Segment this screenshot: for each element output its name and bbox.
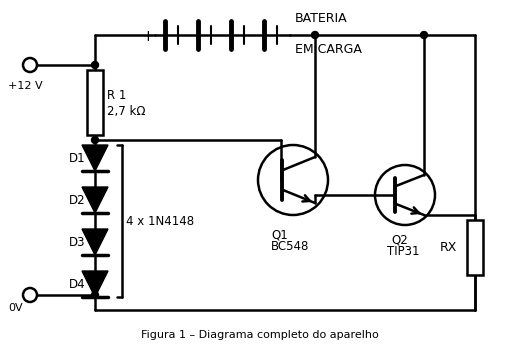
Polygon shape <box>82 271 108 297</box>
Text: +12 V: +12 V <box>8 81 43 91</box>
Text: Q1: Q1 <box>271 228 288 241</box>
Text: 2,7 kΩ: 2,7 kΩ <box>107 105 146 118</box>
Polygon shape <box>82 229 108 255</box>
Bar <box>87 70 103 135</box>
Polygon shape <box>82 145 108 171</box>
Text: D2: D2 <box>68 194 85 207</box>
Text: TIP31: TIP31 <box>387 245 420 258</box>
Text: EM CARGA: EM CARGA <box>295 43 362 56</box>
Circle shape <box>311 31 318 39</box>
Text: RX: RX <box>440 241 458 254</box>
Text: D1: D1 <box>68 151 85 165</box>
Text: BC548: BC548 <box>271 240 309 253</box>
Circle shape <box>92 137 98 144</box>
Text: D4: D4 <box>68 277 85 290</box>
Circle shape <box>92 61 98 69</box>
Text: R 1: R 1 <box>107 89 126 102</box>
Text: Figura 1 – Diagrama completo do aparelho: Figura 1 – Diagrama completo do aparelho <box>141 330 379 340</box>
Text: BATERIA: BATERIA <box>295 12 348 25</box>
Circle shape <box>421 31 427 39</box>
Polygon shape <box>82 187 108 213</box>
Text: 4 x 1N4148: 4 x 1N4148 <box>126 215 194 227</box>
Text: D3: D3 <box>69 236 85 248</box>
Text: Q2: Q2 <box>391 233 408 246</box>
Text: 0V: 0V <box>8 303 23 313</box>
Text: +: + <box>141 29 154 43</box>
Bar <box>467 220 483 275</box>
Circle shape <box>92 292 98 298</box>
